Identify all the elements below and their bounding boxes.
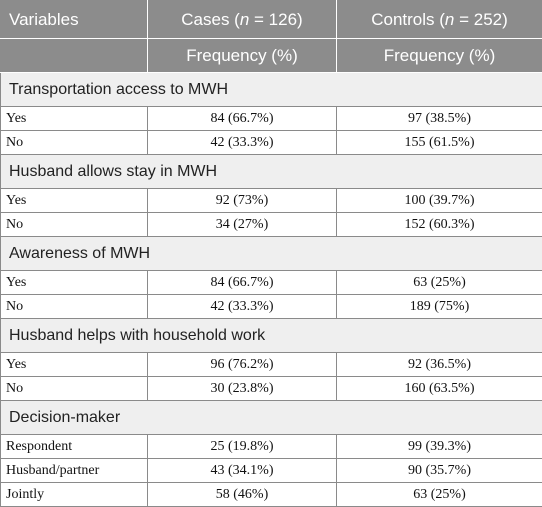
table-row: No 30 (23.8%) 160 (63.5%) [0,376,542,401]
subheader-cases: Frequency (%) [147,38,337,73]
table-row: Yes 96 (76.2%) 92 (36.5%) [0,352,542,377]
table-body: Transportation access to MWH Yes 84 (66.7%… [0,72,542,507]
section-row: Transportation access to MWH [0,72,542,107]
section-title: Decision-maker [0,400,542,435]
cases-cell: 96 (76.2%) [147,352,337,377]
header-row: Variables Cases (n = 126) Controls (n = … [0,0,542,39]
header-cases-prefix: Cases ( [181,9,240,29]
section-row: Decision-maker [0,400,542,435]
header-controls-suffix: = 252) [454,9,508,29]
cases-cell: 42 (33.3%) [147,130,337,155]
controls-cell: 92 (36.5%) [336,352,542,377]
header-variables: Variables [0,0,148,39]
row-label: Husband/partner [0,458,148,483]
cases-cell: 30 (23.8%) [147,376,337,401]
header-cases: Cases (n = 126) [147,0,337,39]
table-row: No 34 (27%) 152 (60.3%) [0,212,542,237]
row-label: No [0,212,148,237]
row-label: Respondent [0,434,148,459]
controls-cell: 97 (38.5%) [336,106,542,131]
cases-cell: 92 (73%) [147,188,337,213]
table-row: No 42 (33.3%) 155 (61.5%) [0,130,542,155]
table-row: No 42 (33.3%) 189 (75%) [0,294,542,319]
section-title: Husband helps with household work [0,318,542,353]
controls-cell: 63 (25%) [336,270,542,295]
cases-cell: 34 (27%) [147,212,337,237]
cases-cell: 58 (46%) [147,482,337,507]
row-label: No [0,376,148,401]
section-title: Awareness of MWH [0,236,542,271]
controls-cell: 99 (39.3%) [336,434,542,459]
row-label: No [0,130,148,155]
controls-cell: 155 (61.5%) [336,130,542,155]
cases-cell: 25 (19.8%) [147,434,337,459]
row-label: No [0,294,148,319]
subheader-row: Frequency (%) Frequency (%) [0,38,542,73]
controls-cell: 189 (75%) [336,294,542,319]
row-label: Yes [0,188,148,213]
controls-cell: 90 (35.7%) [336,458,542,483]
cases-cell: 42 (33.3%) [147,294,337,319]
controls-cell: 152 (60.3%) [336,212,542,237]
section-title: Transportation access to MWH [0,72,542,107]
header-controls-prefix: Controls ( [371,9,445,29]
table-row: Husband/partner 43 (34.1%) 90 (35.7%) [0,458,542,483]
section-row: Husband allows stay in MWH [0,154,542,189]
table-row: Yes 84 (66.7%) 97 (38.5%) [0,106,542,131]
subheader-empty [0,38,148,73]
row-label: Yes [0,106,148,131]
section-title: Husband allows stay in MWH [0,154,542,189]
cases-cell: 84 (66.7%) [147,106,337,131]
section-row: Awareness of MWH [0,236,542,271]
controls-cell: 63 (25%) [336,482,542,507]
controls-cell: 100 (39.7%) [336,188,542,213]
row-label: Yes [0,352,148,377]
table-row: Respondent 25 (19.8%) 99 (39.3%) [0,434,542,459]
section-row: Husband helps with household work [0,318,542,353]
table-row: Yes 92 (73%) 100 (39.7%) [0,188,542,213]
cases-cell: 43 (34.1%) [147,458,337,483]
header-controls-n: n [444,9,455,29]
header-cases-n: n [239,9,250,29]
header-cases-suffix: = 126) [249,9,303,29]
cases-cell: 84 (66.7%) [147,270,337,295]
row-label: Jointly [0,482,148,507]
row-label: Yes [0,270,148,295]
table-row: Yes 84 (66.7%) 63 (25%) [0,270,542,295]
subheader-controls: Frequency (%) [336,38,542,73]
controls-cell: 160 (63.5%) [336,376,542,401]
header-controls: Controls (n = 252) [336,0,542,39]
table-row: Jointly 58 (46%) 63 (25%) [0,482,542,507]
table-header: Variables Cases (n = 126) Controls (n = … [0,0,542,73]
